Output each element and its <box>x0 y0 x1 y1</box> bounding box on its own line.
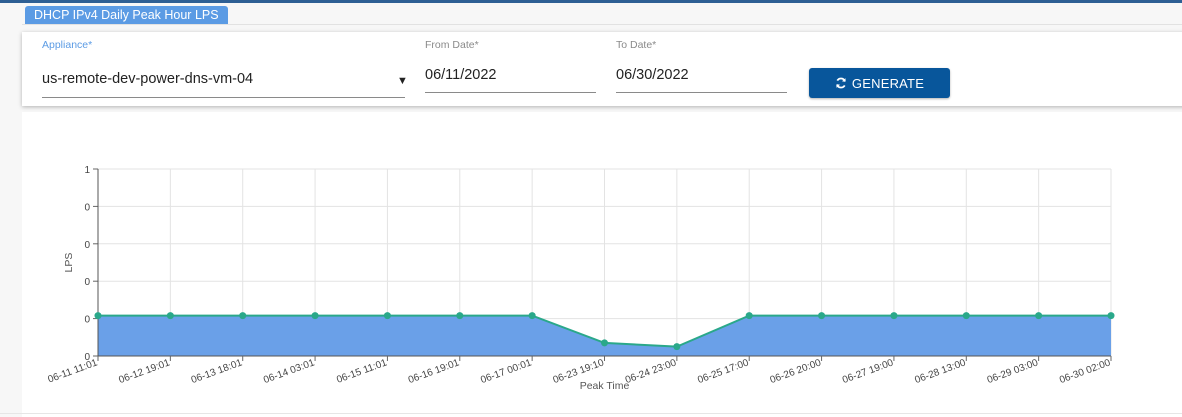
data-point <box>818 312 826 320</box>
x-tick-label: 06-30 02:00 <box>1058 357 1112 386</box>
data-point <box>311 312 319 320</box>
x-tick-label: 06-13 18:01 <box>190 357 244 386</box>
appliance-label: Appliance* <box>42 39 93 51</box>
data-point <box>528 312 536 320</box>
to-date-input[interactable]: 06/30/2022 <box>616 67 689 83</box>
y-tick-label: 0 <box>84 240 90 251</box>
y-tick-label: 0 <box>84 277 90 288</box>
x-tick-label: 06-14 03:01 <box>262 357 316 386</box>
sync-icon <box>836 77 846 89</box>
data-point <box>1035 312 1043 320</box>
generate-button[interactable]: GENERATE <box>809 68 950 98</box>
from-date-underline <box>425 92 596 93</box>
y-tick-label: 0 <box>84 202 90 213</box>
y-tick-label: 1 <box>84 165 90 176</box>
generate-button-label: GENERATE <box>851 75 925 91</box>
data-point <box>166 312 174 320</box>
x-tick-label: 06-28 13:00 <box>913 357 967 386</box>
lps-area-chart: 0 0 0 0 0 1 06-11 11:01 06-12 19:01 06-13 18:01 0… <box>46 165 1115 392</box>
data-point <box>890 312 898 320</box>
x-axis-title: Peak Time <box>580 380 630 392</box>
y-axis-title: LPS <box>63 253 75 273</box>
data-point <box>94 312 102 320</box>
x-tick-label: 06-24 23:00 <box>624 357 678 386</box>
chart-panel: 0 0 0 0 0 1 06-11 11:01 06-12 19:01 06-13 18:01 0… <box>22 112 1182 417</box>
data-point <box>962 312 970 320</box>
chevron-down-icon[interactable]: ▼ <box>397 75 408 87</box>
series-area <box>98 315 1111 356</box>
y-tick-label: 0 <box>84 352 90 363</box>
x-tick-label: 06-27 19:00 <box>841 357 895 386</box>
data-point <box>383 312 391 320</box>
y-tick-label: 0 <box>84 315 90 326</box>
x-tick-label: 06-15 11:01 <box>335 357 389 385</box>
x-tick-label: 06-17 00:01 <box>479 357 533 386</box>
x-tick-label: 06-16 19:01 <box>407 357 461 386</box>
data-point <box>601 339 608 347</box>
bottom-divider <box>0 413 1182 414</box>
data-point <box>745 312 753 320</box>
tab-divider <box>22 24 1182 25</box>
data-point <box>239 312 247 320</box>
x-tick-label: 06-26 20:00 <box>769 357 823 386</box>
report-filter-card: Appliance* us-remote-dev-power-dns-vm-04… <box>22 32 1182 106</box>
appliance-select[interactable]: us-remote-dev-power-dns-vm-04 <box>42 71 254 87</box>
from-date-label: From Date* <box>425 39 479 51</box>
x-tick-label: 06-29 03:00 <box>986 357 1040 386</box>
data-point <box>456 312 464 320</box>
appliance-underline <box>42 97 405 98</box>
x-tick-label: 06-12 19:01 <box>117 357 171 386</box>
x-tick-label: 06-11 11:01 <box>46 357 99 385</box>
x-tick-label: 06-25 17:00 <box>696 357 750 386</box>
data-point <box>1107 312 1115 320</box>
from-date-input[interactable]: 06/11/2022 <box>425 67 497 83</box>
to-date-label: To Date* <box>616 39 657 51</box>
top-accent-rule <box>0 0 1182 3</box>
data-point <box>673 343 681 351</box>
page-tab-title[interactable]: DHCP IPv4 Daily Peak Hour LPS <box>25 6 228 24</box>
to-date-underline <box>616 92 787 93</box>
